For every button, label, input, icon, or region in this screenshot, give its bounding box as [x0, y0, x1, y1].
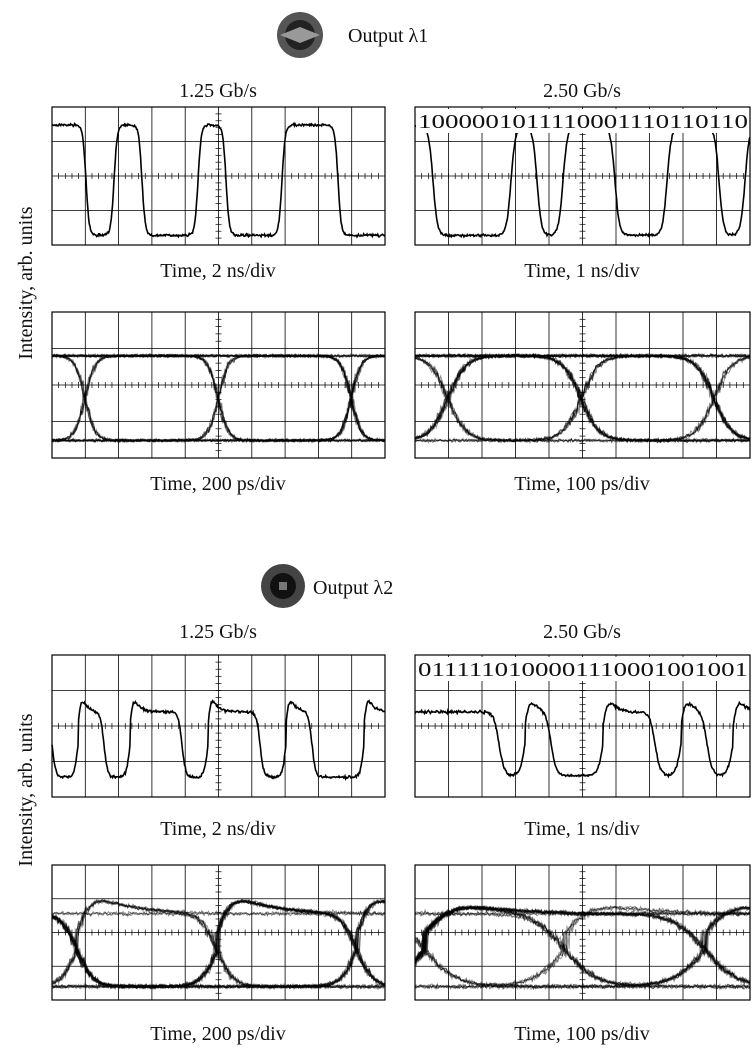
x-label: Time, 2 ns/div	[160, 818, 275, 840]
output-icon	[261, 564, 305, 608]
bit-sequence: 1000001011110001110110110	[418, 111, 748, 133]
section-title: Output λ1	[348, 25, 428, 47]
bit-sequence: 0111110100001110001001001	[418, 659, 748, 681]
x-label: Time, 1 ns/div	[524, 818, 639, 840]
x-label: Time, 1 ns/div	[524, 260, 639, 282]
bit-rate: 1.25 Gb/s	[179, 621, 257, 643]
y-label: Intensity, arb. units	[15, 713, 37, 866]
x-label: Time, 2 ns/div	[160, 260, 275, 282]
bit-rate: 1.25 Gb/s	[179, 80, 257, 102]
scope-panel	[415, 312, 750, 458]
scope-panel	[52, 865, 385, 1000]
scope-panel	[415, 865, 750, 1000]
x-label: Time, 100 ps/div	[514, 473, 649, 495]
x-label: Time, 100 ps/div	[514, 1023, 649, 1045]
x-label: Time, 200 ps/div	[150, 1023, 285, 1045]
y-label: Intensity, arb. units	[15, 206, 37, 359]
bit-rate: 2.50 Gb/s	[543, 621, 621, 643]
section-title: Output λ2	[313, 577, 393, 599]
bit-rate: 2.50 Gb/s	[543, 80, 621, 102]
scope-panel	[52, 107, 385, 245]
scope-panel	[52, 312, 385, 458]
figure: Output λ1 1.25 Gb/s 2.50 Gb/s Time, 2 ns…	[0, 0, 754, 1049]
x-label: Time, 200 ps/div	[150, 473, 285, 495]
scope-panel	[52, 655, 385, 797]
output-icon	[277, 12, 323, 58]
page: {"figure":{"ylabel":"Intensity, arb. uni…	[0, 0, 754, 1049]
